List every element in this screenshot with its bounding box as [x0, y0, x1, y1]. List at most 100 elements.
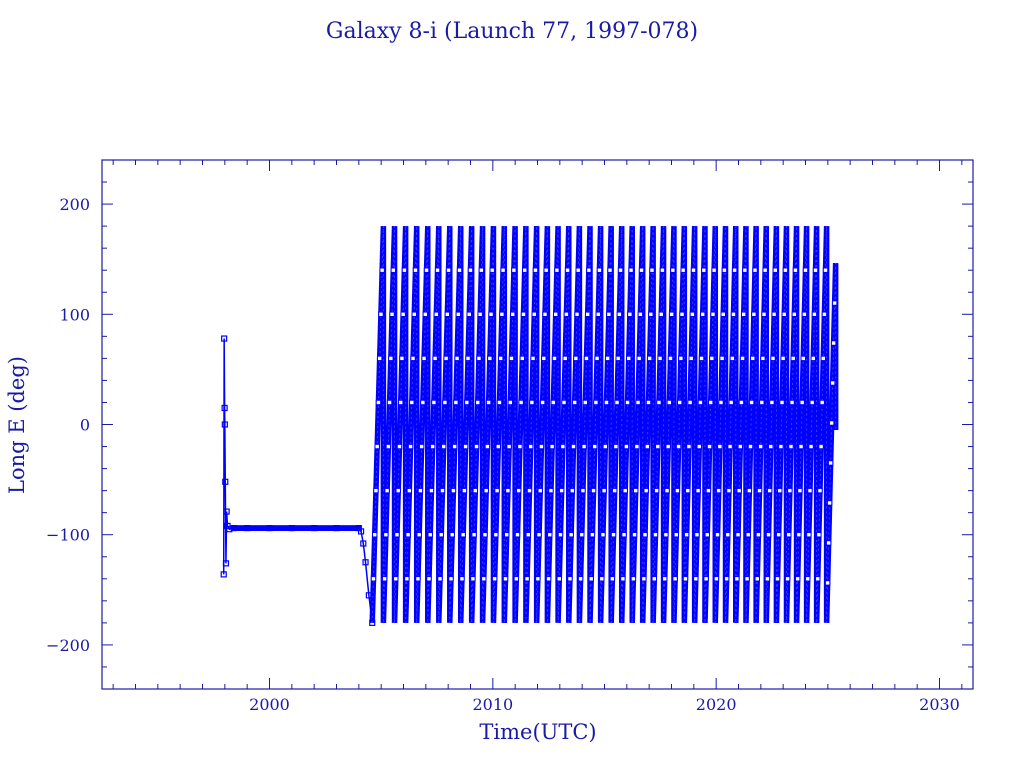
data-point [482, 532, 488, 538]
data-point [411, 311, 417, 317]
data-point [471, 532, 477, 538]
data-point [438, 532, 444, 538]
data-point [415, 576, 421, 582]
data-point [470, 576, 476, 582]
x-tick-label: 2020 [696, 695, 737, 714]
data-point [687, 399, 693, 406]
data-point [636, 355, 642, 362]
data-point [440, 443, 447, 450]
data-point [590, 487, 597, 494]
data-point [595, 311, 601, 317]
data-point [601, 487, 607, 494]
data-point [530, 355, 536, 362]
data-point [807, 487, 813, 494]
data-point [511, 267, 517, 273]
data-point [754, 576, 760, 582]
data-point [535, 576, 541, 582]
data-point [362, 559, 369, 566]
data-point [506, 443, 512, 450]
data-point [752, 267, 758, 273]
data-point [638, 267, 645, 273]
data-point [568, 532, 574, 538]
data-point [496, 399, 503, 406]
data-point [516, 487, 522, 494]
data-point [543, 267, 549, 273]
data-point [689, 311, 696, 317]
data-point [648, 311, 654, 317]
data-point [222, 478, 229, 485]
data-point [792, 267, 799, 273]
data-point [569, 487, 576, 494]
data-point [690, 267, 697, 273]
data-point [375, 399, 382, 406]
data-point [829, 380, 836, 386]
data-point [778, 443, 784, 450]
data-point [685, 487, 691, 494]
data-point [744, 576, 750, 582]
data-point [698, 355, 705, 362]
data-point [788, 443, 794, 450]
data-point [742, 267, 748, 273]
data-point [707, 399, 714, 406]
data-point [586, 267, 592, 273]
data-point [756, 487, 763, 494]
data-point [487, 355, 493, 362]
data-point [449, 532, 455, 538]
data-point [396, 443, 403, 450]
data-point [529, 399, 535, 406]
data-point [513, 576, 520, 582]
data-point [592, 443, 598, 450]
data-point [701, 267, 707, 273]
data-point [600, 532, 606, 538]
data-point [808, 443, 814, 450]
data-point [693, 576, 699, 582]
data-point [699, 311, 706, 317]
data-point [539, 399, 546, 406]
y-tick-label: −200 [46, 636, 90, 655]
data-point [810, 355, 816, 362]
data-point [563, 311, 570, 317]
data-point [677, 399, 683, 406]
data-point [635, 399, 641, 406]
data-point [385, 443, 392, 450]
data-point [379, 267, 385, 273]
data-point [405, 532, 411, 538]
data-point [704, 532, 710, 538]
data-point [570, 443, 577, 450]
data-point [520, 311, 527, 317]
data-point [549, 443, 555, 450]
data-point [610, 532, 617, 538]
data-point [502, 576, 509, 582]
data-point [800, 355, 806, 362]
data-point [466, 311, 472, 317]
data-point [777, 487, 783, 494]
y-axis-label: Long E (deg) [5, 356, 29, 494]
data-point [818, 443, 824, 450]
data-point [476, 355, 482, 362]
data-point [750, 355, 756, 362]
data-point [755, 532, 762, 538]
data-point [811, 311, 818, 317]
data-point [456, 267, 463, 273]
data-point [713, 576, 720, 582]
y-tick-label: −100 [46, 526, 90, 545]
data-point [609, 576, 616, 582]
data-point [531, 311, 537, 317]
data-point [489, 267, 495, 273]
data-point [646, 355, 653, 362]
data-point [556, 576, 562, 582]
data-point [805, 576, 811, 582]
data-point [759, 399, 765, 406]
data-point [461, 487, 468, 494]
data-point [780, 355, 786, 362]
data-point [431, 399, 437, 406]
data-point [588, 576, 594, 582]
data-point [627, 311, 633, 317]
data-point [819, 399, 825, 406]
data-point [798, 443, 804, 450]
data-point [376, 355, 383, 362]
data-point [537, 487, 543, 494]
data-point [493, 532, 499, 538]
data-point [464, 399, 470, 406]
